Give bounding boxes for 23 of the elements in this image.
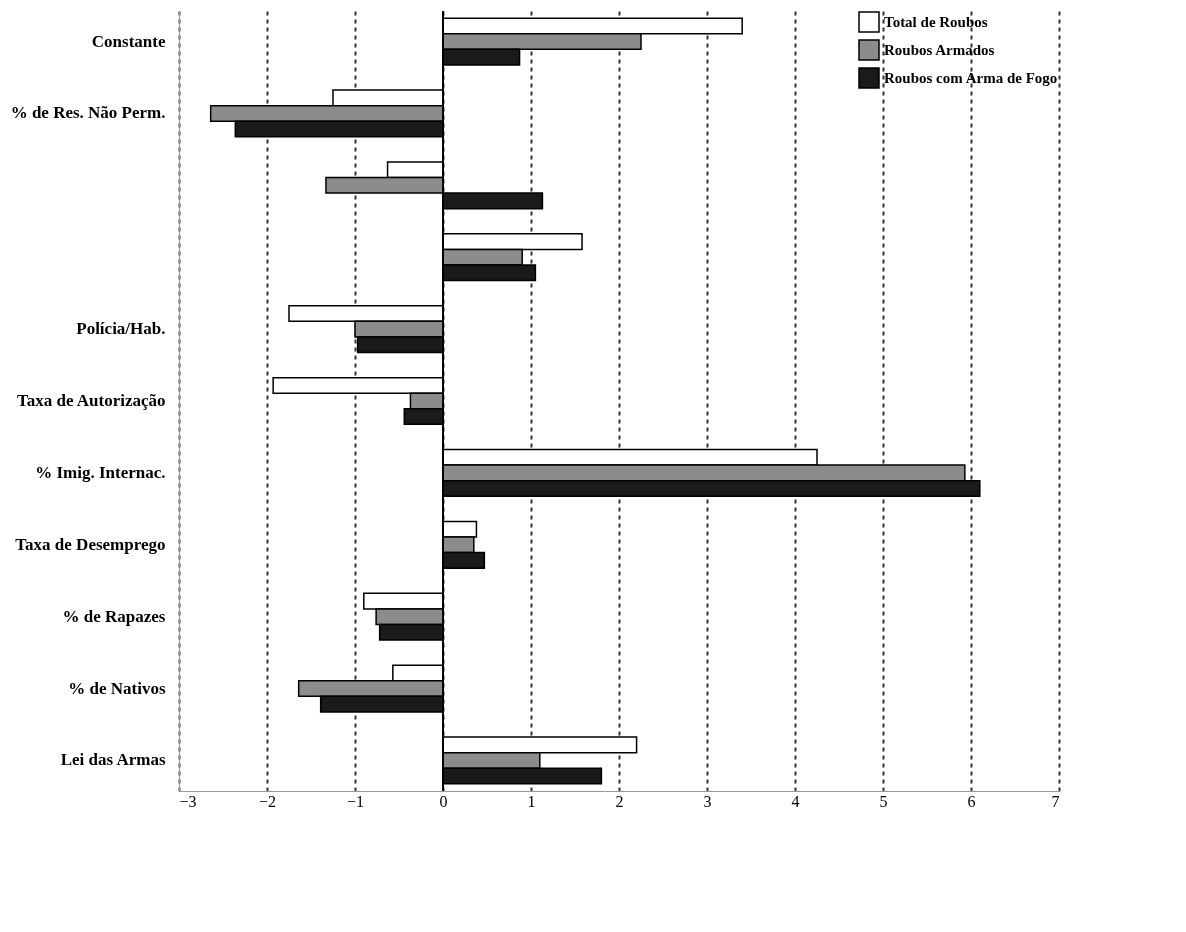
legend-label: Roubos com Arma de Fogo — [884, 70, 1058, 86]
y-tick-label: Taxa de Autorização — [16, 391, 166, 410]
x-tick-label: 7 — [1051, 792, 1060, 810]
x-tick-label: 2 — [615, 792, 624, 810]
y-tick-label: % de Res. Não Perm. — [10, 103, 166, 123]
y-tick-label: Polícia/Hab. — [76, 319, 166, 339]
x-tick-label: −2 — [258, 792, 277, 810]
x-tick-label: 5 — [879, 792, 888, 810]
x-tick-label: 4 — [791, 792, 800, 810]
legend-label: Roubos Armados — [884, 42, 995, 58]
legend-label: Total de Roubos — [884, 14, 988, 30]
x-tick-label: 6 — [967, 792, 976, 810]
y-tick-label: % Imig. Internac. — [35, 462, 166, 482]
x-tick-label: −3 — [179, 792, 197, 810]
x-tick-label: −1 — [346, 792, 365, 810]
y-tick-label: Lei das Armas — [60, 750, 166, 770]
x-tick-label: 3 — [703, 792, 712, 810]
y-tick-label: % de Nativos — [68, 678, 166, 698]
x-tick-label: 1 — [527, 792, 536, 810]
y-tick-label: Constante — [91, 31, 166, 51]
x-tick-label: 0 — [439, 792, 448, 810]
y-tick-label: % de Rapazes — [62, 606, 166, 626]
y-tick-label: Taxa de Desemprego — [15, 534, 166, 554]
